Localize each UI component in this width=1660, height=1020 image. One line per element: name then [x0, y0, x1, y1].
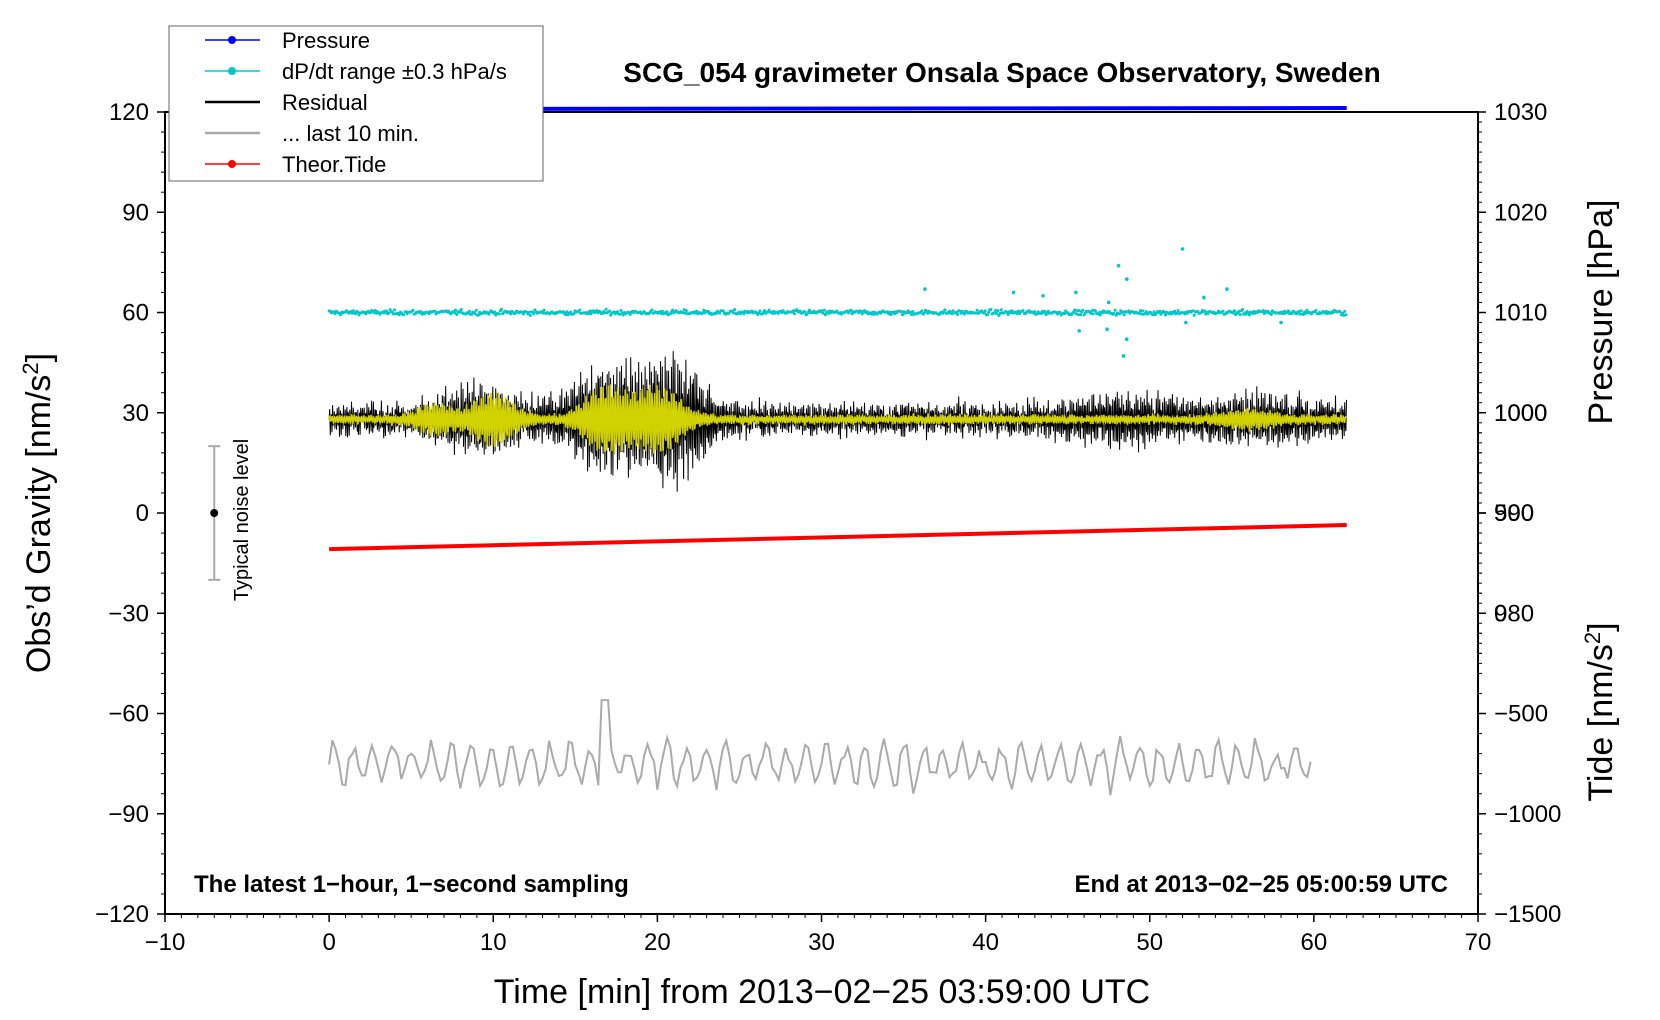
y-left-tick-label: 120 — [109, 99, 149, 126]
axis-ticks: −10 0 10 20 30 40 50 60 701209060300−30−60−90−12… — [95, 99, 1561, 956]
dpdt-outlier-point — [1106, 300, 1111, 305]
x-axis-title: Time [min] from 2013−02−25 03:59:00 UTC — [494, 973, 1150, 1011]
y-left-tick-label: −90 — [108, 801, 149, 828]
y-left-tick-label: −120 — [95, 901, 149, 928]
legend-label: Theor.Tide — [282, 152, 386, 177]
x-tick-label: 40 — [972, 929, 999, 956]
legend: Pressure dP/dt range ±0.3 hPa/s Residual..… — [168, 25, 544, 182]
y-left-tick-label: 60 — [122, 300, 149, 327]
plot-frame — [164, 111, 1479, 915]
x-tick-label: 70 — [1465, 929, 1492, 956]
dpdt-outlier-point — [1121, 354, 1126, 358]
note-end-time: End at 2013−02−25 05:00:59 UTC — [1074, 871, 1448, 898]
tide-tick-label: 1000 — [1494, 400, 1547, 427]
dpdt-outlier-point — [1124, 277, 1129, 281]
noise-bar-center — [210, 509, 219, 517]
dpdt-series-points — [327, 307, 1348, 317]
tide-tick-label: 500 — [1494, 500, 1534, 527]
x-tick-label: 0 — [322, 929, 335, 956]
x-tick-label: 10 — [480, 929, 507, 956]
y-left-title-end: ] — [20, 353, 58, 362]
dpdt-outlier-point — [1074, 290, 1078, 295]
dpdt-outlier-point — [1184, 320, 1188, 325]
tide-series-line — [329, 523, 1347, 552]
tide-tick-label: −1500 — [1494, 901, 1561, 928]
legend-label: Residual — [282, 90, 368, 115]
y-left-title-sup: 2 — [18, 362, 43, 374]
y-left-tick-label: −30 — [108, 600, 149, 627]
dpdt-outlier-point — [1124, 337, 1129, 342]
dpdt-outlier-point — [1105, 327, 1109, 332]
dpdt-outlier-point — [1041, 293, 1045, 298]
chart-title: SCG_054 gravimeter Onsala Space Observat… — [623, 57, 1380, 88]
dpdt-outlier-point — [1077, 329, 1081, 333]
legend-swatch-marker — [228, 36, 236, 44]
x-tick-label: 50 — [1136, 929, 1163, 956]
legend-label: ... last 10 min. — [282, 121, 419, 146]
legend-label: dP/dt range ±0.3 hPa/s — [282, 59, 507, 84]
y-left-tick-label: −60 — [108, 701, 149, 728]
legend-swatch-marker — [228, 160, 236, 168]
dpdt-outlier-point — [1225, 287, 1229, 291]
legend-items: Pressure dP/dt range ±0.3 hPa/s Residual..… — [205, 28, 507, 177]
residual-filtered-line — [328, 384, 1347, 454]
noise-level-indicator — [208, 445, 221, 581]
tide-tick-label: 0 — [1494, 600, 1507, 627]
pressure-tick-label: 1010 — [1494, 300, 1547, 327]
series-layer — [327, 105, 1348, 796]
tide-tick-label: −1000 — [1494, 801, 1561, 828]
y-axis-title-left: Obs’d Gravity [nm/s2] — [18, 353, 59, 673]
last-10-min-line — [328, 699, 1312, 796]
y-left-tick-label: 30 — [122, 400, 149, 427]
y-axis-title-tide: Tide [nm/s2] — [1580, 622, 1621, 801]
pressure-tick-label: 1000 — [1494, 400, 1547, 427]
x-tick-label: 30 — [808, 929, 835, 956]
dpdt-outlier-point — [1011, 290, 1016, 295]
legend-label: Pressure — [282, 28, 370, 53]
y-axis-title-pressure: Pressure [hPa] — [1582, 200, 1620, 425]
tide-title-sup: 2 — [1580, 632, 1605, 644]
pressure-tick-label: 980 — [1494, 600, 1534, 627]
pressure-tick-label: 990 — [1494, 500, 1534, 527]
x-tick-label: 20 — [644, 929, 671, 956]
note-sampling: The latest 1−hour, 1−second sampling — [194, 871, 629, 898]
legend-box — [168, 25, 544, 182]
dpdt-outlier-point — [1279, 320, 1283, 325]
noise-level-label: Typical noise level — [231, 439, 253, 601]
dpdt-outlier-point — [1202, 295, 1206, 300]
y-left-tick-label: 90 — [122, 199, 149, 226]
pressure-tick-label: 1020 — [1494, 199, 1547, 226]
dpdt-outlier-point — [923, 287, 927, 291]
dpdt-outlier-point — [1116, 263, 1121, 268]
x-tick-label: −10 — [145, 929, 186, 956]
y-left-title-main: Obs’d Gravity [nm/s — [20, 375, 58, 674]
dpdt-outlier-point — [1180, 247, 1185, 251]
y-left-tick-label: 0 — [136, 500, 149, 527]
tide-title-main: Tide [nm/s — [1582, 644, 1620, 801]
tide-tick-label: −500 — [1494, 701, 1548, 728]
x-tick-label: 60 — [1301, 929, 1328, 956]
tide-title-end: ] — [1582, 622, 1620, 631]
pressure-tick-label: 1030 — [1494, 99, 1547, 126]
legend-swatch-marker — [228, 67, 236, 75]
